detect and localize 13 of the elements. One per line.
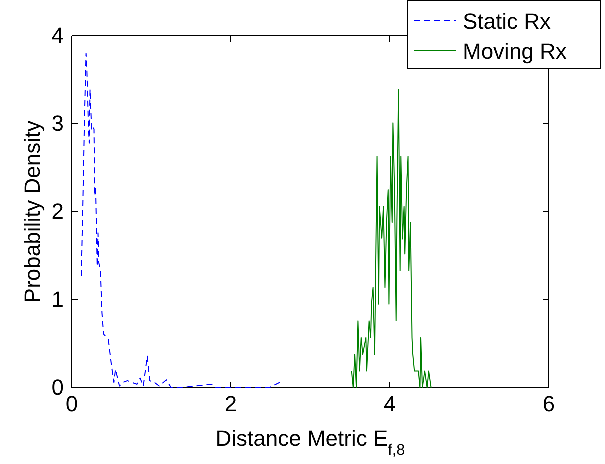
line-series bbox=[351, 89, 432, 388]
y-tick-label: 1 bbox=[52, 287, 64, 312]
x-axis-title: Distance Metric E$_{f,8}$ bbox=[216, 426, 406, 458]
x-tick-label: 2 bbox=[224, 392, 238, 417]
y-tick-label: 2 bbox=[52, 199, 64, 224]
legend-label: Static Rx bbox=[463, 9, 552, 34]
legend-label: Moving Rx bbox=[463, 39, 567, 64]
x-tick-label: 6 bbox=[542, 392, 556, 417]
y-axis-title: Probability Density bbox=[20, 120, 45, 304]
y-tick-label: 3 bbox=[52, 111, 64, 136]
y-tick-label: 4 bbox=[52, 23, 64, 48]
y-tick-label: 0 bbox=[52, 375, 64, 400]
x-tick-label: 4 bbox=[384, 392, 396, 417]
